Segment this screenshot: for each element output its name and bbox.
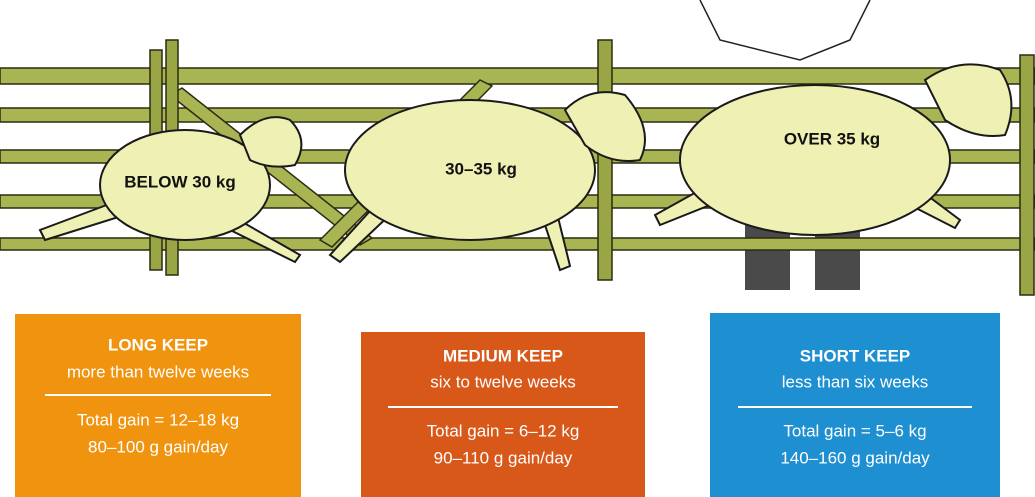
box-title: MEDIUM KEEP [443,346,563,365]
box-subtitle: six to twelve weeks [430,372,576,391]
sheep-head [925,64,1011,136]
box-rate: 140–160 g gain/day [780,448,930,467]
box: MEDIUM KEEP six to twelve weeks Total ga… [361,332,645,497]
illustration: BELOW 30 kg 30–35 kg OVER 35 kg [0,0,1035,295]
sheep-head [240,117,301,167]
box-bg [710,313,1000,497]
sheep-label: BELOW 30 kg [124,172,235,191]
box-subtitle: less than six weeks [782,372,928,391]
box-title: LONG KEEP [108,335,208,354]
box: SHORT KEEP less than six weeks Total gai… [710,313,1000,497]
box-rate: 90–110 g gain/day [434,448,573,467]
page: BELOW 30 kg 30–35 kg OVER 35 kg LONG KEE… [0,0,1035,497]
box-gain: Total gain = 12–18 kg [77,410,239,429]
box-gain: Total gain = 5–6 kg [783,421,926,440]
box-subtitle: more than twelve weeks [67,362,249,381]
sheep-body [680,85,950,235]
sheep-label: 30–35 kg [445,159,517,178]
box-title: SHORT KEEP [800,346,911,365]
sheep-label: OVER 35 kg [784,129,880,148]
box: LONG KEEP more than twelve weeks Total g… [15,314,301,497]
man-coat [700,0,870,60]
fence-post [598,40,612,280]
fence-post [1020,55,1034,295]
box-rate: 80–100 g gain/day [88,437,228,456]
box-gain: Total gain = 6–12 kg [427,421,580,440]
